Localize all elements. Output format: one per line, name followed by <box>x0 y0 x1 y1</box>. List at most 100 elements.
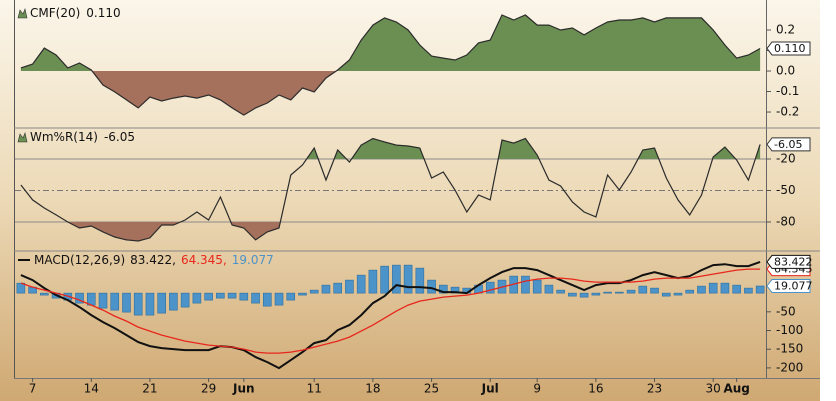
histogram-bar <box>216 292 225 299</box>
histogram-bar <box>392 264 401 294</box>
histogram-bar <box>157 292 166 314</box>
histogram-bar <box>380 265 389 294</box>
fill-below <box>92 71 337 116</box>
histogram-bar <box>251 292 260 304</box>
legend-value: 19.077 <box>232 253 274 267</box>
x-tick-label: 30 <box>706 382 721 396</box>
panel-title: CMF(20) 0.110 <box>30 6 121 20</box>
value-tag-box <box>766 41 811 56</box>
panel-icon <box>17 131 28 143</box>
panel-title: MACD(12,26,9) 83.422, 64.345, 19.077 <box>34 253 274 267</box>
panel-icon <box>17 7 28 19</box>
histogram-bar <box>110 292 120 311</box>
histogram-bar <box>427 279 436 294</box>
histogram-bar <box>579 292 589 298</box>
value-tag-label: -6.05 <box>774 138 802 151</box>
histogram-bar <box>122 292 131 313</box>
x-tick-label: 25 <box>424 382 439 396</box>
histogram-bar <box>204 292 213 301</box>
panel-title-value: 0.110 <box>86 6 120 20</box>
histogram-bar <box>415 267 425 294</box>
histogram-bar <box>356 274 366 294</box>
y-tick-label: -150 <box>776 342 803 356</box>
histogram-bar <box>661 292 671 297</box>
value-tag-box <box>766 278 811 293</box>
histogram-bar <box>556 289 565 294</box>
histogram-bar <box>568 292 577 297</box>
histogram-bar <box>98 292 108 309</box>
histogram-bar <box>615 291 624 294</box>
histogram-bar <box>262 292 272 307</box>
histogram-bar <box>368 269 378 294</box>
panel-title-name: Wm%R(14) <box>30 130 98 144</box>
histogram-bar <box>450 286 460 294</box>
x-tick-label: 18 <box>365 382 380 396</box>
x-tick-label: 29 <box>201 382 216 396</box>
histogram-bar <box>697 285 706 294</box>
y-tick-label: -0.1 <box>776 84 799 98</box>
histogram-bar <box>755 285 765 294</box>
y-tick-label: 0.0 <box>776 64 795 78</box>
histogram-bar <box>298 292 307 296</box>
y-tick-label: -200 <box>776 360 803 374</box>
histogram-bar <box>673 292 683 296</box>
x-tick-label: 14 <box>84 382 99 396</box>
x-tick-label: Aug <box>723 382 749 396</box>
y-tick-label: 0.2 <box>776 23 795 37</box>
value-tag: 83.422 <box>766 254 813 269</box>
value-tag: -6.05 <box>766 137 811 152</box>
histogram-bar <box>403 264 413 294</box>
value-tag-label: 0.110 <box>774 42 806 55</box>
histogram-bar <box>16 282 26 294</box>
panel-title-name: CMF(20) <box>30 6 80 20</box>
x-tick-label: Jun <box>232 382 255 396</box>
panel-title: Wm%R(14) -6.05 <box>30 130 135 144</box>
histogram-bar <box>192 292 202 304</box>
histogram-bar <box>321 284 331 294</box>
x-tick-label: 21 <box>142 382 157 396</box>
histogram-bar <box>169 292 178 311</box>
y-tick-label: -50 <box>776 183 796 197</box>
histogram-bar <box>345 279 354 294</box>
histogram-bar <box>544 284 554 294</box>
fill-above <box>306 138 761 160</box>
fill-below <box>67 221 281 241</box>
indicator-line <box>20 14 761 116</box>
y-tick-label: -0.2 <box>776 105 799 119</box>
histogram-bar <box>133 292 143 316</box>
histogram-bar <box>532 279 542 294</box>
indicator-line <box>20 268 761 354</box>
x-tick-label: 9 <box>533 382 541 396</box>
x-tick-label: 7 <box>29 382 37 396</box>
histogram-bar <box>638 285 648 294</box>
legend-value: 64.345, <box>181 253 227 267</box>
panel-title-name: MACD(12,26,9) <box>34 253 125 267</box>
value-tag-box <box>766 137 811 152</box>
histogram-bar <box>180 292 190 308</box>
panel-title-value: -6.05 <box>104 130 135 144</box>
value-tag-label: 83.422 <box>774 255 813 268</box>
histogram-bar <box>603 291 612 294</box>
x-tick-label: 16 <box>588 382 603 396</box>
indicator-line <box>20 137 761 242</box>
value-tag: 0.110 <box>766 41 811 56</box>
histogram-bar <box>286 292 296 301</box>
histogram-bar <box>732 284 741 294</box>
histogram-bar <box>274 292 284 306</box>
histogram-bar <box>521 275 530 294</box>
x-tick-label: Jul <box>481 382 499 396</box>
y-tick-label: -20 <box>776 152 796 166</box>
histogram-bar <box>333 282 342 294</box>
histogram-bar <box>439 284 448 294</box>
fill-above <box>20 15 761 72</box>
value-tag-label: 19.077 <box>774 279 813 292</box>
histogram-bar <box>650 287 659 294</box>
histogram-bar <box>685 289 695 294</box>
value-tag: 19.077 <box>766 278 813 293</box>
y-tick-label: -50 <box>776 304 796 318</box>
histogram-bar <box>309 289 319 294</box>
histogram-bar <box>744 287 753 294</box>
histogram-bar <box>227 292 237 299</box>
indicator-line <box>20 260 761 370</box>
